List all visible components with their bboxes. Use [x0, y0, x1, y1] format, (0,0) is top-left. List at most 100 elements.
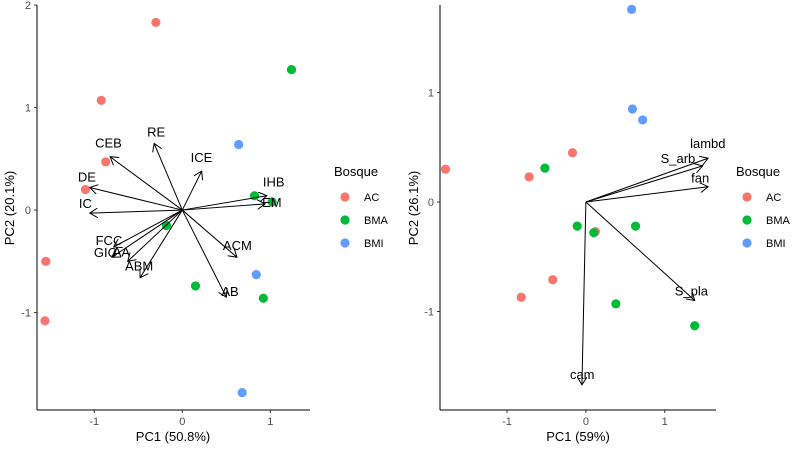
y-tick-label: 1 — [25, 103, 31, 115]
legend-key-bma — [742, 215, 752, 225]
point-bmi — [237, 387, 247, 398]
point-bma — [630, 221, 641, 231]
loading-arrow-cam — [582, 202, 586, 385]
loading-label-ihb: IHB — [263, 175, 285, 190]
loading-label-fan: fan — [691, 171, 709, 186]
panel-2-x-ticks: -1 0 1 — [502, 410, 668, 428]
point-ac — [567, 148, 578, 158]
legend-panel-1: Bosque AC BMA BMI — [334, 164, 389, 250]
y-tick-label: -1 — [424, 306, 434, 318]
loading-label-ab: AB — [221, 284, 238, 299]
point-ac — [440, 164, 451, 174]
point-bmi — [234, 139, 244, 150]
point-bma — [190, 281, 201, 291]
loading-label-ceb: CEB — [95, 136, 122, 151]
loading-arrow-em — [182, 204, 265, 211]
legend-key-ac — [742, 192, 752, 202]
loading-arrow-ihb — [182, 196, 267, 211]
loading-label-s-pla: S_pla — [675, 284, 709, 299]
loading-label-acm: ACM — [223, 238, 252, 253]
legend-label-bma: BMA — [364, 215, 389, 227]
legend-label-ac: AC — [364, 192, 379, 204]
loading-arrow-de — [90, 188, 183, 211]
point-ac — [80, 184, 91, 195]
x-tick-label: 1 — [267, 416, 273, 428]
loading-label-cam: cam — [570, 367, 595, 382]
point-ac — [101, 157, 111, 167]
point-bma — [258, 293, 268, 303]
loading-arrow-acm — [181, 209, 237, 257]
loading-arrow-ceb — [110, 157, 183, 211]
legend-key-ac — [340, 192, 350, 202]
loading-arrow-s-arb — [585, 166, 703, 203]
loading-label-re: RE — [147, 124, 165, 139]
point-bma — [690, 321, 700, 331]
y-tick-label: 0 — [25, 205, 31, 217]
legend-key-bmi — [340, 238, 350, 248]
panel-2-y-ticks: -1 0 1 — [424, 88, 440, 318]
x-tick-label: -1 — [502, 416, 512, 428]
point-bmi — [251, 270, 261, 280]
panel-1-x-ticks: -1 0 1 — [89, 410, 273, 428]
loading-arrow-ic — [90, 210, 183, 213]
legend-label-bmi: BMI — [766, 238, 786, 250]
loading-arrow-aa — [128, 209, 183, 261]
point-ac — [151, 17, 161, 28]
panel-1-y-ticks: -1 0 1 2 — [21, 0, 37, 320]
point-bma — [286, 64, 297, 75]
panel-1-y-axis-title: PC2 (20.1%) — [2, 171, 17, 245]
y-tick-label: -1 — [21, 308, 31, 320]
loading-arrow-fcc — [114, 209, 183, 247]
loading-label-em: EM — [262, 195, 282, 210]
point-bma — [611, 299, 621, 309]
legend-2-entries: AC BMA BMI — [742, 192, 791, 250]
legend-label-bma: BMA — [766, 215, 791, 227]
legend-panel-2: Bosque AC BMA BMI — [736, 164, 791, 250]
point-ac — [548, 275, 558, 285]
loading-label-gic: GIC — [94, 245, 117, 260]
point-ac — [516, 292, 526, 302]
point-bmi — [627, 4, 637, 14]
point-bma — [589, 228, 599, 238]
loading-label-fcc: FCC — [96, 233, 123, 248]
loading-label-aa: AA — [113, 244, 131, 259]
loading-arrow-gic — [112, 209, 183, 257]
point-ac — [41, 256, 51, 266]
panel-2-x-axis-title: PC1 (59%) — [546, 429, 610, 444]
loading-label-s-arb: S_arb — [661, 151, 696, 166]
point-bma — [267, 197, 277, 207]
loading-label-ic: IC — [79, 196, 92, 211]
loading-arrow-ab — [181, 209, 226, 297]
x-tick-label: 1 — [662, 416, 668, 428]
legend-1-entries: AC BMA BMI — [340, 192, 389, 250]
legend-label-ac: AC — [766, 192, 781, 204]
panel-2-points — [440, 4, 700, 331]
loading-arrow-ice — [181, 171, 201, 211]
y-tick-label: 0 — [428, 197, 434, 209]
x-tick-label: 0 — [583, 416, 589, 428]
legend-key-bmi — [742, 238, 752, 248]
loading-label-de: DE — [78, 170, 96, 185]
y-tick-label: 2 — [25, 0, 31, 12]
loading-label-abm: ABM — [125, 259, 153, 274]
point-bma — [572, 221, 582, 231]
x-tick-label: -1 — [89, 416, 99, 428]
point-bmi — [627, 104, 638, 114]
legend-1-title: Bosque — [334, 164, 378, 179]
legend-label-bmi: BMI — [364, 238, 384, 250]
loading-arrow-s-pla — [585, 201, 695, 301]
point-ac — [524, 172, 534, 182]
panel-1-points — [40, 17, 297, 398]
y-tick-label: 1 — [428, 88, 434, 100]
x-tick-label: 0 — [179, 416, 185, 428]
legend-2-title: Bosque — [736, 164, 780, 179]
point-ac — [96, 95, 106, 105]
point-bma — [540, 163, 550, 173]
loading-arrow-lambd — [585, 158, 708, 203]
point-bmi — [638, 115, 648, 125]
